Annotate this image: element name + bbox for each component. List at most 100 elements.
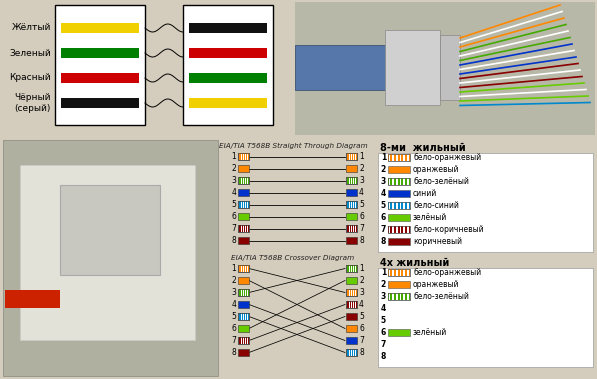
Bar <box>238 349 249 356</box>
Bar <box>388 190 410 197</box>
Bar <box>356 301 357 308</box>
Text: 4: 4 <box>359 188 364 197</box>
Bar <box>238 265 249 272</box>
Bar <box>246 289 247 296</box>
Bar <box>352 289 353 296</box>
Text: 4: 4 <box>359 300 364 309</box>
Bar <box>246 265 247 272</box>
Bar <box>61 98 139 108</box>
Text: бело-коричневый: бело-коричневый <box>413 225 484 234</box>
Bar <box>61 23 139 33</box>
Bar <box>238 213 249 220</box>
Text: 1: 1 <box>381 268 386 277</box>
Bar <box>394 202 396 209</box>
Text: 7: 7 <box>381 340 386 349</box>
Bar <box>5 290 60 308</box>
Text: 4: 4 <box>231 188 236 197</box>
Bar <box>405 226 407 233</box>
Text: 6: 6 <box>359 212 364 221</box>
Bar <box>356 153 357 160</box>
Text: 3: 3 <box>231 176 236 185</box>
Bar <box>394 293 396 300</box>
Bar <box>346 289 357 296</box>
Bar <box>352 201 353 208</box>
Text: EIA/TIA T568B Straight Through Diagram: EIA/TIA T568B Straight Through Diagram <box>219 143 367 149</box>
Bar <box>238 201 249 208</box>
Text: 6: 6 <box>359 324 364 333</box>
Bar <box>346 237 357 244</box>
Bar <box>346 153 357 160</box>
Bar <box>239 265 241 272</box>
Text: 2: 2 <box>359 164 364 173</box>
Text: 8: 8 <box>359 236 364 245</box>
Bar <box>248 177 249 184</box>
Bar <box>408 154 410 161</box>
Bar <box>354 177 355 184</box>
Text: синий: синий <box>413 189 437 198</box>
Bar <box>388 269 410 276</box>
Text: 8: 8 <box>231 236 236 245</box>
Bar <box>295 45 385 90</box>
Bar <box>385 30 440 105</box>
Bar <box>394 154 396 161</box>
Text: 8-ми  жильный: 8-ми жильный <box>380 143 466 153</box>
Bar <box>55 5 145 125</box>
Bar <box>388 154 410 161</box>
Text: 7: 7 <box>231 224 236 233</box>
Bar <box>248 265 249 272</box>
Text: 5: 5 <box>359 312 364 321</box>
Bar <box>238 237 249 244</box>
Bar <box>347 153 349 160</box>
Text: 5: 5 <box>359 200 364 209</box>
Bar <box>394 226 396 233</box>
Bar <box>239 153 241 160</box>
Bar <box>390 293 392 300</box>
Bar <box>238 225 249 232</box>
Bar <box>388 293 410 300</box>
Bar <box>349 289 350 296</box>
Text: 1: 1 <box>359 264 364 273</box>
Bar <box>346 177 357 184</box>
Bar <box>346 301 357 308</box>
Bar <box>390 178 392 185</box>
Bar <box>354 153 355 160</box>
Bar <box>244 201 245 208</box>
Text: 2: 2 <box>381 165 386 174</box>
Bar <box>394 178 396 185</box>
Bar <box>388 329 410 336</box>
Bar <box>356 265 357 272</box>
Bar <box>238 177 249 184</box>
Bar <box>238 313 249 320</box>
Text: 3: 3 <box>231 288 236 297</box>
Bar <box>408 293 410 300</box>
Bar <box>242 177 243 184</box>
Text: бело-синий: бело-синий <box>413 201 459 210</box>
Bar <box>356 349 357 356</box>
Bar <box>246 225 247 232</box>
Bar <box>398 269 399 276</box>
Bar <box>401 269 403 276</box>
Bar <box>346 265 357 272</box>
Bar <box>354 349 355 356</box>
Bar <box>239 177 241 184</box>
Bar <box>356 177 357 184</box>
Bar <box>242 313 243 320</box>
Bar <box>346 277 357 284</box>
Bar <box>346 201 357 208</box>
Bar <box>388 293 410 300</box>
Bar <box>398 154 399 161</box>
Bar <box>354 301 355 308</box>
Bar <box>394 269 396 276</box>
Bar <box>390 269 392 276</box>
Text: бело-оранжевый: бело-оранжевый <box>413 153 481 162</box>
Bar <box>248 201 249 208</box>
Bar <box>242 337 243 344</box>
Bar <box>238 277 249 284</box>
Text: 4: 4 <box>231 300 236 309</box>
Bar <box>408 226 410 233</box>
Text: оранжевый: оранжевый <box>413 280 460 289</box>
Bar <box>248 337 249 344</box>
Text: 7: 7 <box>381 225 386 234</box>
Bar <box>398 202 399 209</box>
Bar <box>346 313 357 320</box>
